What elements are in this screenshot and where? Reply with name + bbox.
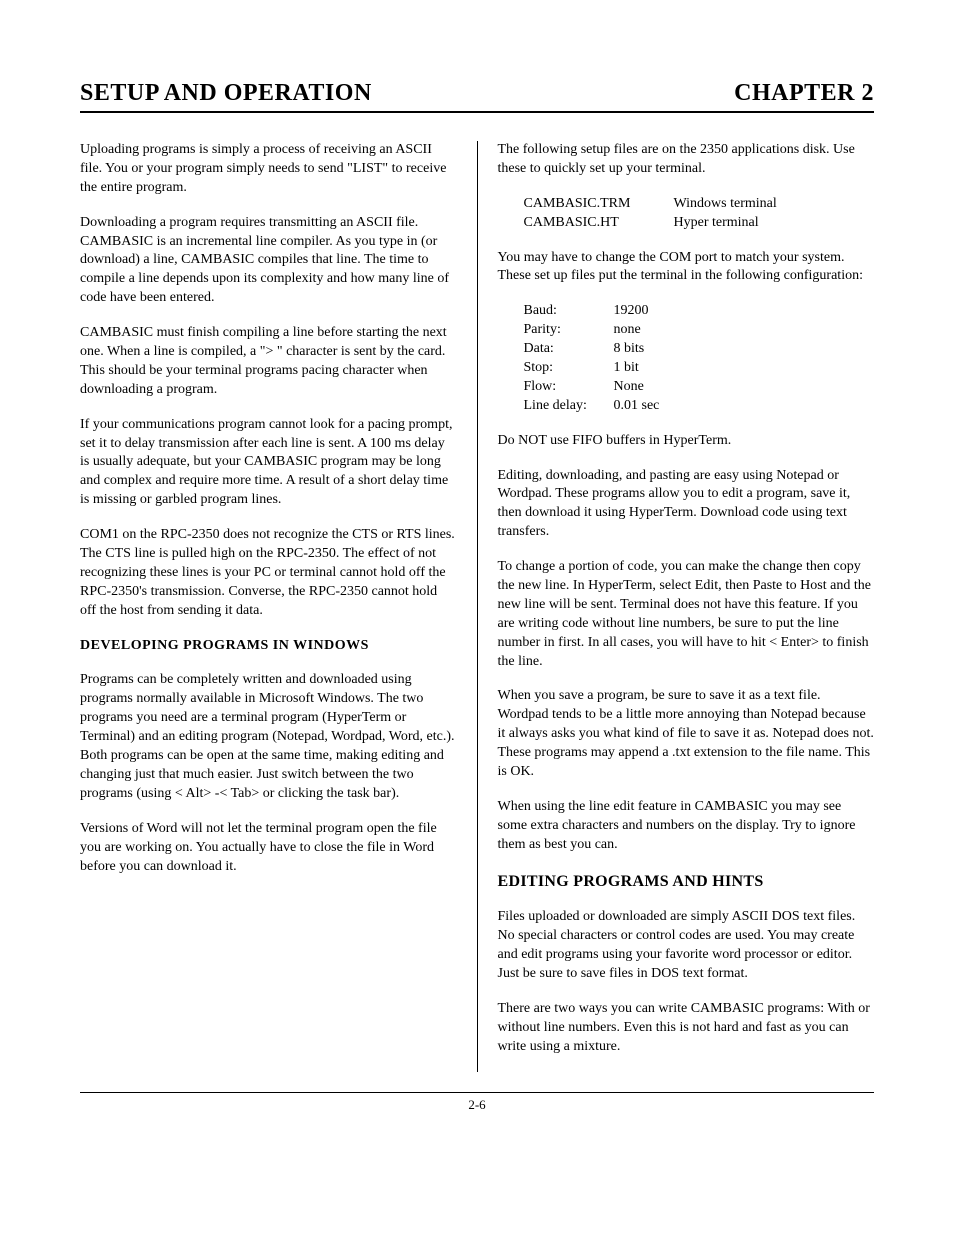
paragraph: Downloading a program requires transmitt… [80, 214, 457, 308]
paragraph: When you save a program, be sure to save… [498, 687, 875, 781]
config-value-cell: none [614, 321, 641, 340]
page-header: SETUP AND OPERATION CHAPTER 2 [80, 80, 874, 113]
header-title-right: CHAPTER 2 [734, 80, 874, 107]
file-desc-cell: Windows terminal [674, 195, 777, 214]
left-column: Uploading programs is simply a process o… [80, 141, 477, 1072]
file-name-cell: CAMBASIC.TRM [524, 195, 674, 214]
table-row: Line delay: 0.01 sec [524, 397, 875, 416]
header-title-left: SETUP AND OPERATION [80, 80, 372, 107]
table-row: Data: 8 bits [524, 340, 875, 359]
paragraph: There are two ways you can write CAMBASI… [498, 1000, 875, 1057]
config-label-cell: Flow: [524, 378, 614, 397]
config-label-cell: Line delay: [524, 397, 614, 416]
paragraph: CAMBASIC must finish compiling a line be… [80, 324, 457, 400]
section-heading: DEVELOPING PROGRAMS IN WINDOWS [80, 637, 457, 656]
paragraph: When using the line edit feature in CAMB… [498, 798, 875, 855]
paragraph: Files uploaded or downloaded are simply … [498, 908, 875, 984]
config-table: Baud: 19200 Parity: none Data: 8 bits St… [524, 302, 875, 415]
paragraph: Uploading programs is simply a process o… [80, 141, 457, 198]
file-name-cell: CAMBASIC.HT [524, 214, 674, 233]
page-footer: 2-6 [80, 1092, 874, 1113]
config-value-cell: 8 bits [614, 340, 645, 359]
config-label-cell: Data: [524, 340, 614, 359]
file-desc-cell: Hyper terminal [674, 214, 759, 233]
config-label-cell: Parity: [524, 321, 614, 340]
table-row: Flow: None [524, 378, 875, 397]
table-row: CAMBASIC.TRM Windows terminal [524, 195, 875, 214]
paragraph: To change a portion of code, you can mak… [498, 558, 875, 671]
paragraph: Do NOT use FIFO buffers in HyperTerm. [498, 432, 875, 451]
config-label-cell: Stop: [524, 359, 614, 378]
paragraph: Programs can be completely written and d… [80, 671, 457, 803]
table-row: CAMBASIC.HT Hyper terminal [524, 214, 875, 233]
config-value-cell: 1 bit [614, 359, 639, 378]
paragraph: Versions of Word will not let the termin… [80, 820, 457, 877]
paragraph: COM1 on the RPC-2350 does not recognize … [80, 526, 457, 620]
table-row: Baud: 19200 [524, 302, 875, 321]
table-row: Parity: none [524, 321, 875, 340]
paragraph: If your communications program cannot lo… [80, 416, 457, 510]
setup-files-table: CAMBASIC.TRM Windows terminal CAMBASIC.H… [524, 195, 875, 233]
config-value-cell: 19200 [614, 302, 649, 321]
config-value-cell: None [614, 378, 644, 397]
section-heading: EDITING PROGRAMS AND HINTS [498, 871, 875, 893]
config-value-cell: 0.01 sec [614, 397, 660, 416]
page-number: 2-6 [468, 1097, 485, 1112]
right-column: The following setup files are on the 235… [477, 141, 875, 1072]
paragraph: Editing, downloading, and pasting are ea… [498, 467, 875, 543]
paragraph: You may have to change the COM port to m… [498, 249, 875, 287]
table-row: Stop: 1 bit [524, 359, 875, 378]
paragraph: The following setup files are on the 235… [498, 141, 875, 179]
config-label-cell: Baud: [524, 302, 614, 321]
content-columns: Uploading programs is simply a process o… [80, 141, 874, 1072]
